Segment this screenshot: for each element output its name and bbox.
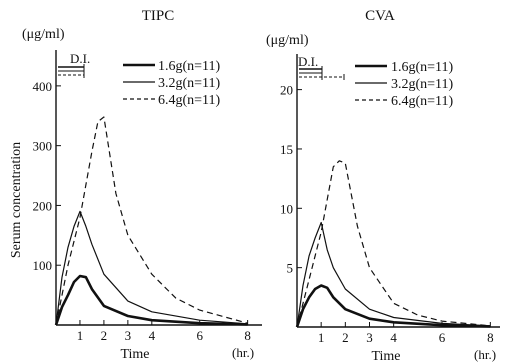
x-tick-label-cva: 2: [342, 330, 349, 345]
x-tick-label-cva: 3: [366, 330, 373, 345]
y-tick-label-tipc: 400: [33, 79, 53, 94]
y-axis-label: Serum concentration: [9, 142, 24, 258]
legend-label-3p2g-tipc: 3.2g(n=11): [158, 76, 221, 91]
chart-title-tipc: TIPC: [142, 8, 175, 24]
unit-label-tipc: (μg/ml): [22, 27, 65, 42]
legend-label-3p2g-cva: 3.2g(n=11): [391, 77, 454, 92]
x-tick-label-cva: 6: [439, 330, 446, 345]
x-tick-label-cva: 4: [390, 330, 397, 345]
legend-cva: 1.6g(n=11) 3.2g(n=11) 6.4g(n=11): [355, 60, 454, 109]
x-axis-label-tipc: Time: [120, 347, 149, 362]
x-tick-label-cva: 1: [318, 330, 325, 345]
x-tick-label-cva: 8: [487, 330, 494, 345]
y-tick-label-cva: 5: [287, 261, 294, 276]
series-line-3p2g-cva: [296, 221, 491, 328]
y-tick-label-tipc: 200: [33, 198, 53, 213]
series-line-1p6g-cva: [295, 284, 491, 328]
series-line-1p6g-tipc: [54, 274, 248, 326]
x-tick-label-tipc: 3: [125, 328, 132, 343]
x-tick-label-tipc: 1: [77, 328, 84, 343]
y-tick-label-cva: 15: [280, 142, 293, 157]
di-label-cva: D.I.: [298, 54, 318, 69]
series-line-6p4g-tipc: [55, 116, 248, 326]
legend-label-6p4g-cva: 6.4g(n=11): [391, 94, 454, 109]
x-tick-label-tipc: 8: [244, 328, 251, 343]
di-label-tipc: D.I.: [70, 51, 90, 66]
series-line-6p4g-cva: [296, 160, 491, 328]
x-axis-label-cva: Time: [371, 349, 400, 364]
legend-tipc: 1.6g(n=11) 3.2g(n=11) 6.4g(n=11): [123, 59, 221, 108]
chart-panel-tipc: TIPC (μg/ml) 1 2 3 4 6 8 100 200 300 400 D.I. 1.6…: [22, 8, 262, 362]
y-tick-label-cva: 10: [280, 201, 293, 216]
series-group-tipc: [54, 116, 248, 326]
y-tick-label-tipc: 300: [33, 139, 53, 154]
series-group-cva: [295, 160, 491, 328]
legend-label-1p6g-cva: 1.6g(n=11): [391, 60, 454, 75]
hr-unit-label-cva: (hr.): [474, 347, 496, 362]
series-line-3p2g-tipc: [55, 210, 248, 326]
x-tick-label-tipc: 4: [149, 328, 156, 343]
chart-title-cva: CVA: [365, 8, 395, 24]
tick-group-tipc: 1 2 3 4 6 8 100 200 300 400: [33, 79, 251, 343]
unit-label-cva: (μg/ml): [266, 33, 309, 48]
y-tick-label-tipc: 100: [33, 258, 53, 273]
x-tick-label-tipc: 2: [101, 328, 108, 343]
legend-label-1p6g-tipc: 1.6g(n=11): [158, 59, 221, 74]
chart-panel-cva: CVA (μg/ml) 1 2 3 4 6 8 5 10 15 20 D.I. 1.6g(n=11…: [266, 8, 500, 364]
tick-group-cva: 1 2 3 4 6 8 5 10 15 20: [280, 83, 494, 345]
y-tick-label-cva: 20: [280, 83, 293, 98]
legend-label-6p4g-tipc: 6.4g(n=11): [158, 93, 221, 108]
x-tick-label-tipc: 6: [196, 328, 203, 343]
hr-unit-label-tipc: (hr.): [232, 345, 254, 360]
